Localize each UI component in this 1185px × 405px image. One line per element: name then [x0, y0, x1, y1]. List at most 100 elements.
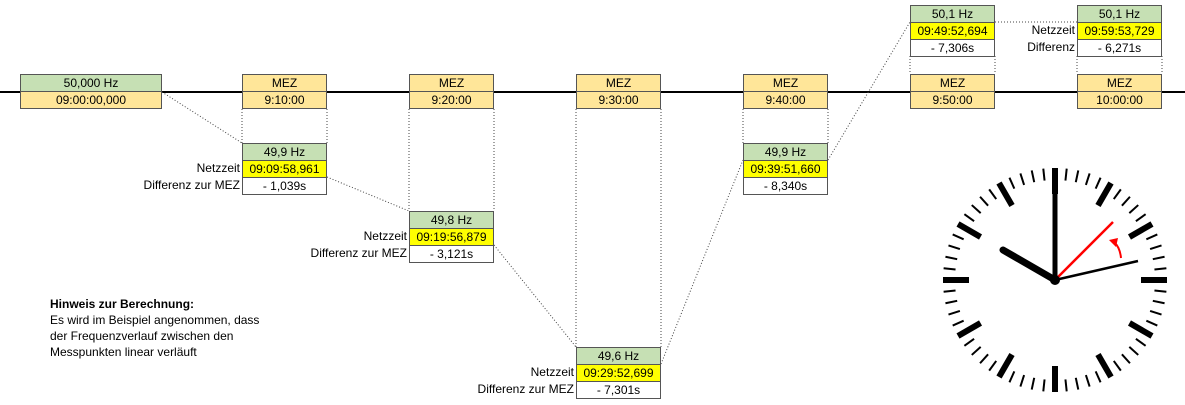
point-6-difference: - 6,271s [1077, 39, 1162, 57]
clock-minute-tick [1030, 170, 1036, 183]
clock-minute-tick [1128, 204, 1139, 214]
clock-minute-tick [1074, 170, 1080, 183]
clock-minute-tick [1135, 337, 1147, 347]
clock-minute-tick [1094, 177, 1102, 190]
mez-label-3: MEZ [576, 74, 661, 92]
point-6-frequency: 50,1 Hz [1077, 5, 1162, 23]
point-2-difference-label: Differenz zur MEZ [310, 246, 407, 260]
clock-minute-tick [1145, 319, 1158, 327]
clock-minute-tick [1019, 173, 1026, 186]
clock-minute-tick [1008, 177, 1016, 190]
point-1-difference-label: Differenz zur MEZ [143, 178, 240, 192]
clock-center [1050, 275, 1060, 285]
clock-hour-tick [1095, 352, 1114, 379]
clock-minute-tick [1149, 244, 1162, 251]
point-3-netzzeit: 09:29:52,699 [576, 364, 661, 382]
mez-time-6: 10:00:00 [1077, 91, 1162, 109]
clock-hour-tick [956, 320, 983, 339]
clock-minute-tick [952, 233, 965, 241]
clock-minute-tick [1084, 374, 1091, 387]
mez-label-4: MEZ [743, 74, 828, 92]
point-3-netzzeit-label: Netzzeit [530, 365, 574, 379]
clock-minute-tick [1112, 188, 1122, 200]
note-line-1: Es wird im Beispiel angenommen, dass [50, 313, 260, 327]
clock-hour-tick [1127, 320, 1154, 339]
mez-label-2: MEZ [409, 74, 494, 92]
mez-label-5: MEZ [910, 74, 995, 92]
clock-icon [943, 168, 1167, 392]
clock-minute-tick [1064, 168, 1068, 181]
point-1-netzzeit-label: Netzzeit [196, 161, 240, 175]
clock-minute-tick [979, 353, 989, 364]
clock-second-hand [1054, 259, 1139, 282]
mez-time-5: 9:50:00 [910, 91, 995, 109]
point-4-netzzeit: 09:39:51,660 [743, 160, 828, 178]
clock-minute-tick [1154, 289, 1167, 293]
clock-minute-tick [1074, 377, 1080, 390]
clock-minute-tick [1094, 370, 1102, 383]
clock-hour-tick [1127, 221, 1154, 240]
point-5-frequency: 50,1 Hz [910, 5, 995, 23]
clock-minute-tick [1030, 377, 1036, 390]
clock-minute-tick [1149, 309, 1162, 316]
point-2-netzzeit-label: Netzzeit [363, 229, 407, 243]
clock-minute-tick [948, 244, 961, 251]
point-4-difference: - 8,340s [743, 177, 828, 195]
point-2-netzzeit: 09:19:56,879 [409, 228, 494, 246]
note-heading: Hinweis zur Berechnung: [50, 297, 195, 311]
clock-minute-tick [1084, 173, 1091, 186]
point-6-difference-label: Differenz [1027, 40, 1075, 54]
start-frequency: 50,000 Hz [20, 74, 162, 92]
point-3-frequency: 49,6 Hz [576, 347, 661, 365]
clock-minute-tick [971, 346, 982, 356]
mez-label-1: MEZ [242, 74, 327, 92]
point-1-difference: - 1,039s [242, 177, 327, 195]
mez-time-1: 9:10:00 [242, 91, 327, 109]
point-1-netzzeit: 09:09:58,961 [242, 160, 327, 178]
clock-hour-tick [956, 221, 983, 240]
clock-minute-tick [945, 255, 958, 261]
point-2-difference: - 3,121s [409, 245, 494, 263]
point-5-difference: - 7,306s [910, 39, 995, 57]
clock-minute-tick [1008, 370, 1016, 383]
clock-minute-tick [1121, 353, 1131, 364]
point-3-difference-label: Differenz zur MEZ [477, 382, 574, 396]
clock-minute-tick [1145, 233, 1158, 241]
clock-hour-tick [996, 181, 1015, 208]
mez-label-6: MEZ [1077, 74, 1162, 92]
clock-minute-tick [1042, 168, 1046, 181]
point-6-netzzeit-label: Netzzeit [1031, 23, 1075, 37]
point-6-netzzeit: 09:59:53,729 [1077, 22, 1162, 40]
start-time: 09:00:00,000 [20, 91, 162, 109]
clock-minute-tick [1128, 346, 1139, 356]
mez-time-3: 9:30:00 [576, 91, 661, 109]
clock-minute-tick [1152, 299, 1165, 305]
clock-minute-tick [963, 213, 975, 223]
clock-minute-tick [1154, 267, 1167, 271]
clock-minute-tick [1064, 379, 1068, 392]
clock-minute-tick [988, 188, 998, 200]
clock-minute-tick [945, 299, 958, 305]
clock-hour-tick [996, 352, 1015, 379]
point-4-frequency: 49,9 Hz [743, 143, 828, 161]
clock-minute-tick [971, 204, 982, 214]
clock-minute-tick [1112, 360, 1122, 372]
note-line-2: der Frequenzverlauf zwischen den [50, 329, 234, 343]
point-5-netzzeit: 09:49:52,694 [910, 22, 995, 40]
clock-minute-tick [943, 267, 956, 271]
mez-time-4: 9:40:00 [743, 91, 828, 109]
clock-red-hand [1054, 221, 1114, 281]
clock-minute-tick [963, 337, 975, 347]
calculation-note: Hinweis zur Berechnung: Es wird im Beisp… [50, 296, 259, 360]
clock-minute-tick [952, 319, 965, 327]
clock-minute-tick [1135, 213, 1147, 223]
clock-minute-tick [1019, 374, 1026, 387]
mez-time-2: 9:20:00 [409, 91, 494, 109]
clock-minute-tick [948, 309, 961, 316]
clock-minute-tick [988, 360, 998, 372]
clock-hour-hand [999, 246, 1059, 284]
clock-minute-tick [1121, 196, 1131, 207]
point-3-difference: - 7,301s [576, 381, 661, 399]
point-1-frequency: 49,9 Hz [242, 143, 327, 161]
clock-minute-tick [979, 196, 989, 207]
